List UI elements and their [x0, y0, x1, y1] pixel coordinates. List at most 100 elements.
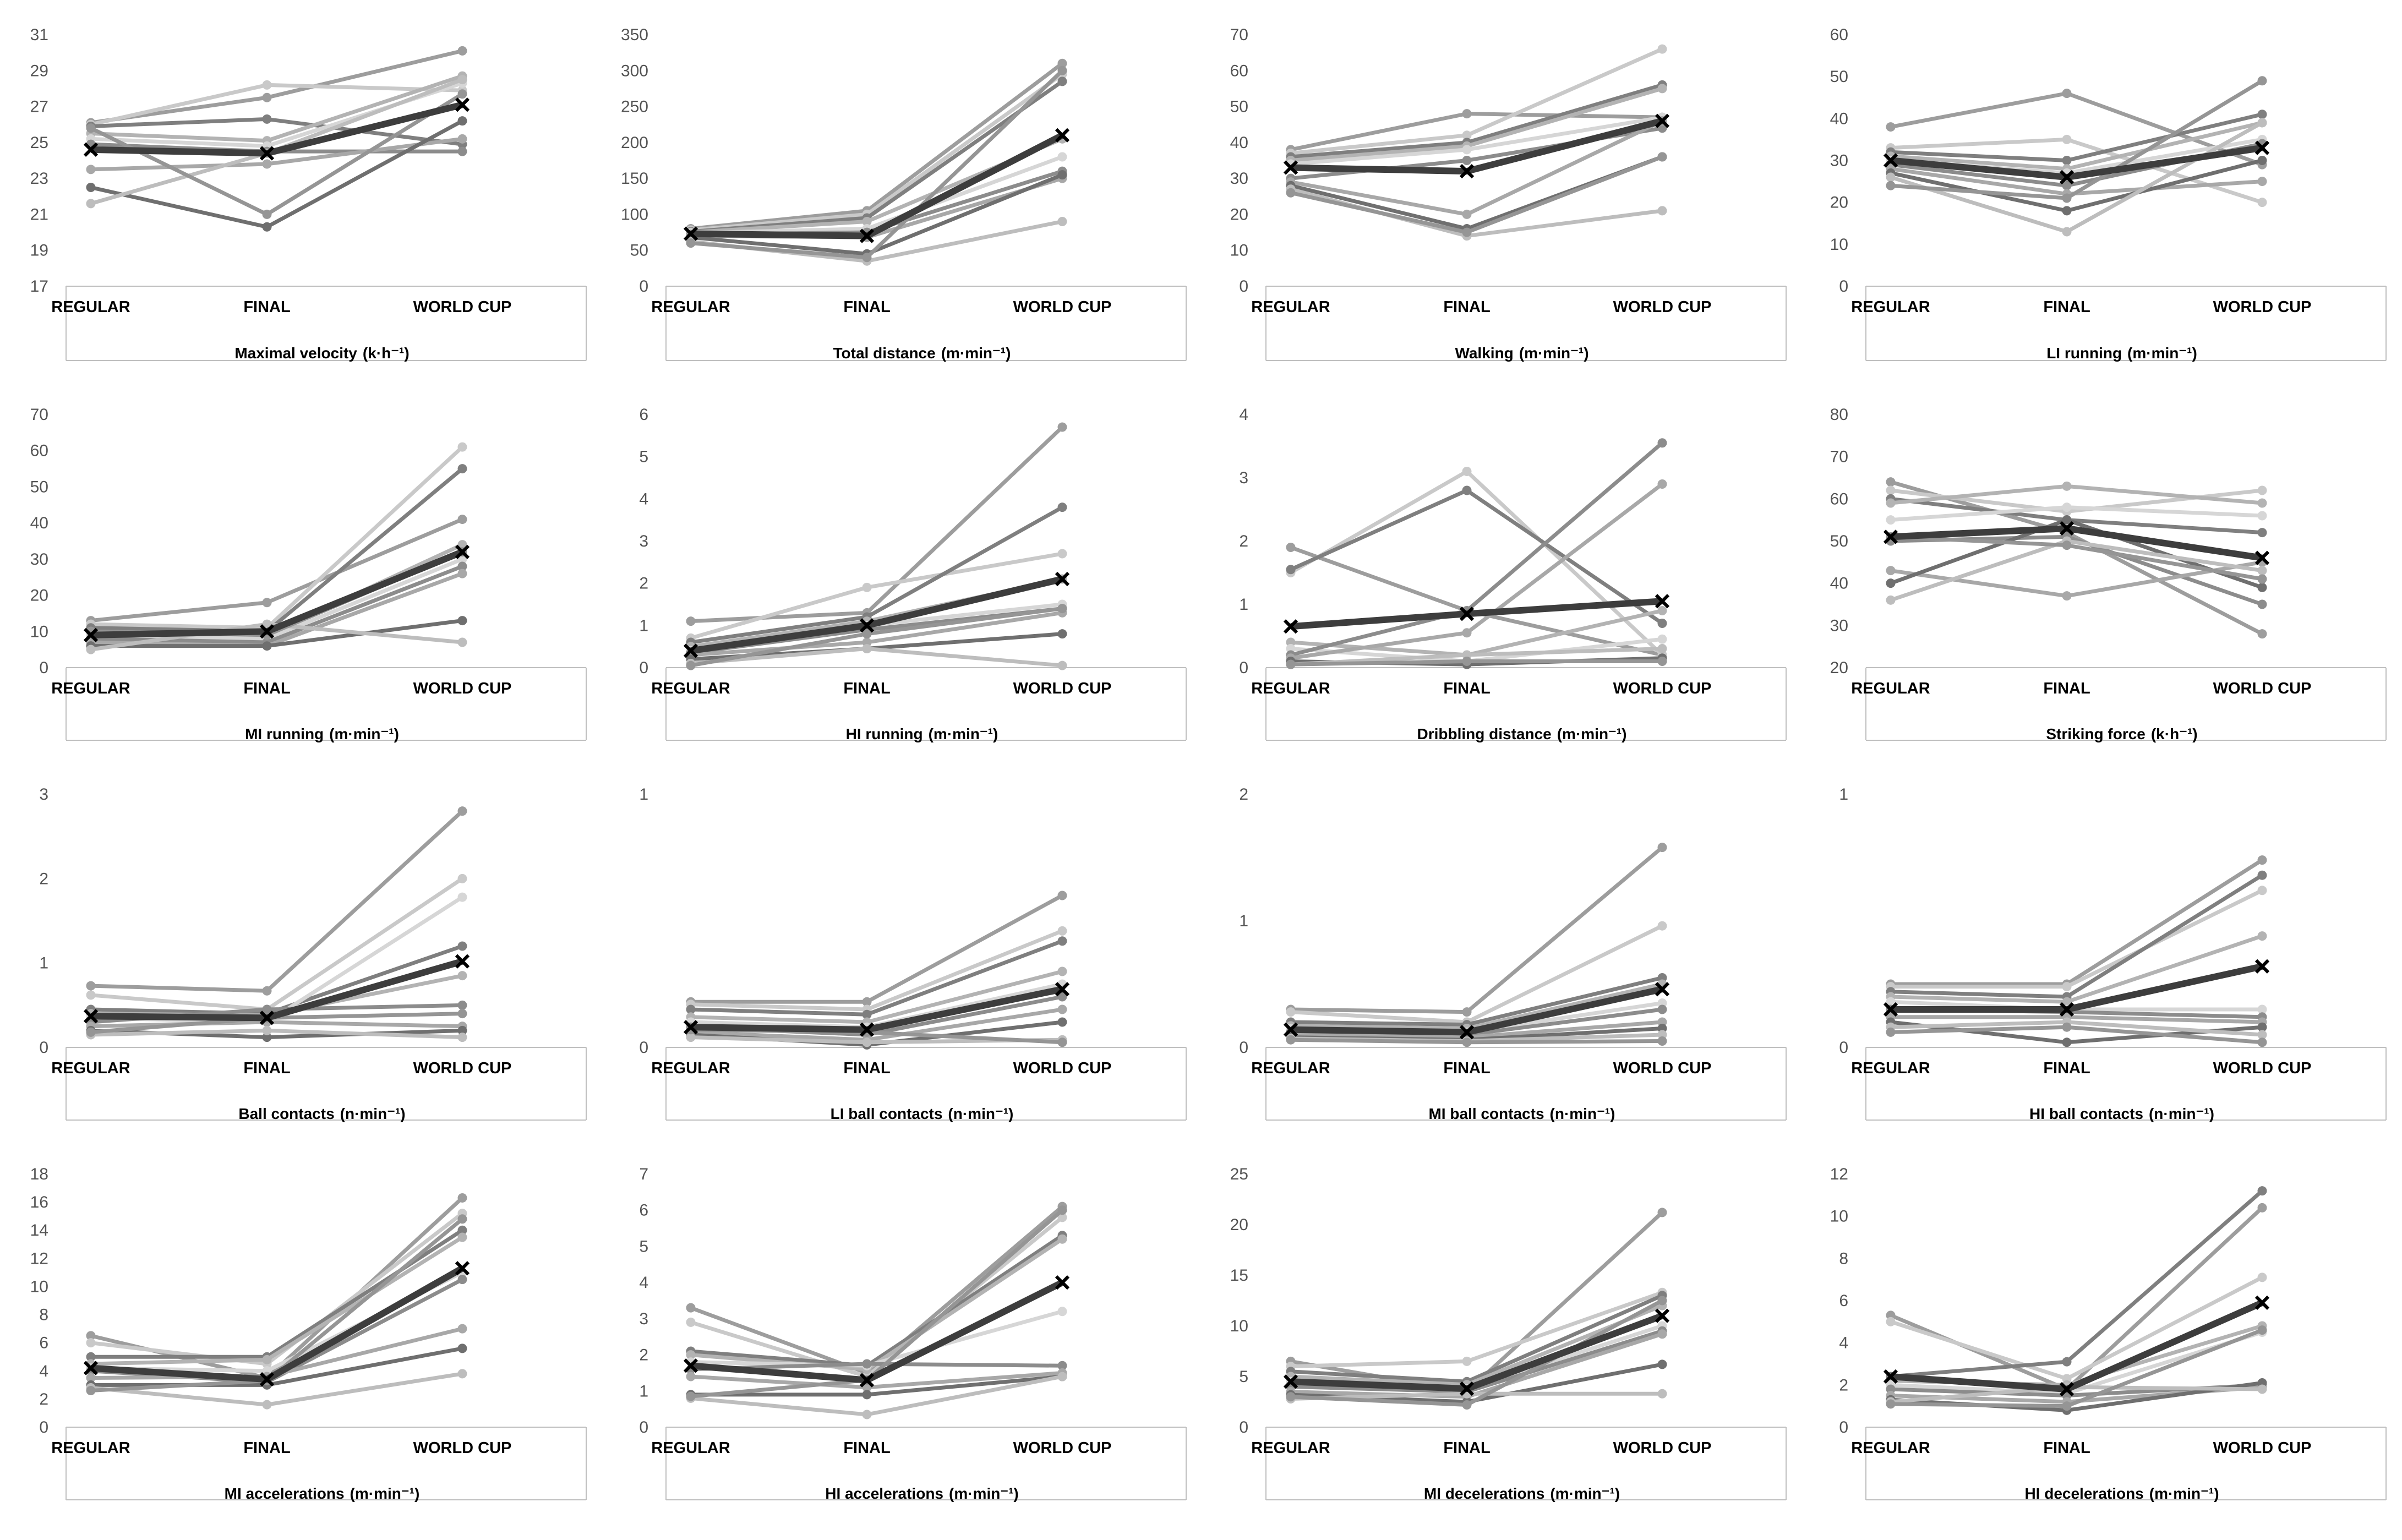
- y-tick-label: 31: [30, 26, 48, 44]
- data-point-mean: [1459, 1025, 1475, 1040]
- data-point-p2: [1462, 130, 1472, 140]
- chart-title: HI ball contacts (n·min⁻¹): [1863, 1105, 2381, 1123]
- series-line-mean: [690, 132, 1064, 239]
- chart-svg-li-running: 0 10 20 30 40 50 60 REGULAR FINAL WORLD CUP: [1830, 26, 2387, 361]
- chart-title: HI running (m·min⁻¹): [663, 725, 1181, 743]
- data-point-p2: [2257, 485, 2267, 495]
- y-tick-label: 60: [1830, 26, 1848, 44]
- data-point-p9: [262, 1025, 272, 1035]
- data-point-p4: [2062, 997, 2072, 1007]
- chart-svg-striking-force: 20 30 40 50 60 70 80 REGULAR FINAL WORLD CUP: [1830, 406, 2387, 741]
- data-point-p2: [2257, 198, 2267, 207]
- chart-panel-hi-running: 0 1 2 3 4 5 6 REGULAR FINAL WORLD CUP HI running (m…: [603, 383, 1203, 762]
- data-point-p2: [1462, 1356, 1472, 1366]
- data-point-p1: [686, 1303, 696, 1313]
- y-tick-label: 200: [621, 134, 648, 152]
- data-point-mean: [859, 1373, 875, 1388]
- x-category-label: REGULAR: [1251, 1060, 1330, 1077]
- data-point-mean: [1459, 607, 1475, 621]
- x-category-label: REGULAR: [51, 298, 130, 316]
- chart-title: MI accelerations (m·min⁻¹): [63, 1484, 581, 1503]
- chart-svg-hi-accelerations: 0 1 2 3 4 5 6 7 REGULAR FINAL WORLD CUP: [639, 1165, 1187, 1500]
- chart-title-unit: (m·min⁻¹): [1519, 345, 1589, 362]
- mean-marker-stroke: [859, 618, 875, 633]
- y-tick-label: 1: [639, 785, 648, 804]
- chart-title-text: Dribbling distance: [1417, 725, 1552, 742]
- data-point-p10: [86, 123, 96, 133]
- chart-svg-mi-decelerations: 0 5 10 15 20 25 REGULAR FINAL WORLD CUP: [1230, 1165, 1787, 1500]
- x-category-label: FINAL: [2043, 1060, 2090, 1077]
- data-point-mean: [83, 627, 99, 642]
- data-point-p5: [457, 554, 467, 564]
- data-point-p10: [2257, 1325, 2267, 1335]
- chart-panel-total-distance: 0 50 100 150 200 250 300 350 REGULAR FINAL WORLD C…: [603, 3, 1203, 383]
- data-point-p6: [1657, 123, 1667, 133]
- mean-marker-stroke: [1055, 571, 1070, 587]
- data-point-mean: [2254, 959, 2270, 974]
- data-point-p7: [1057, 1004, 1067, 1014]
- data-point-p8: [262, 1033, 272, 1042]
- chart-title-unit: (n·min⁻¹): [340, 1105, 406, 1122]
- x-category-label: WORLD CUP: [1013, 1439, 1112, 1457]
- data-point-p1: [862, 997, 872, 1007]
- chart-panel-li-running: 0 10 20 30 40 50 60 REGULAR FINAL WORLD CUP LI run…: [1803, 3, 2402, 383]
- chart-title: Striking force (k·h⁻¹): [1863, 725, 2381, 743]
- y-tick-label: 1: [639, 1382, 648, 1400]
- series-line-p1: [690, 1205, 1064, 1375]
- data-point-p10: [86, 1386, 96, 1396]
- data-point-p10: [862, 629, 872, 639]
- data-point-p2: [1886, 485, 1896, 495]
- y-tick-label: 30: [30, 550, 48, 569]
- chart-title-text: Total distance: [833, 345, 936, 362]
- data-point-p10: [2257, 76, 2267, 86]
- data-point-p3: [2257, 1186, 2267, 1196]
- data-point-mean: [1655, 982, 1670, 997]
- x-category-label: REGULAR: [1851, 1060, 1930, 1077]
- data-point-p3: [2257, 870, 2267, 880]
- y-tick-label: 1: [639, 616, 648, 635]
- chart-svg-li-ball-contacts: 0 1 REGULAR FINAL WORLD CUP: [639, 785, 1187, 1121]
- data-point-p3: [862, 1009, 872, 1019]
- chart-svg-mi-running: 0 10 20 30 40 50 60 70 REGULAR FINAL WORLD CUP: [30, 406, 587, 741]
- x-category-label: WORLD CUP: [413, 298, 512, 316]
- data-point-p10: [1286, 188, 1296, 198]
- data-point-p9: [2257, 1030, 2267, 1040]
- data-point-p7: [457, 1324, 467, 1334]
- y-tick-label: 2: [1839, 1376, 1848, 1394]
- data-point-p10: [1657, 152, 1667, 162]
- data-point-p5: [2257, 511, 2267, 521]
- data-point-p10: [1886, 181, 1896, 190]
- y-tick-label: 40: [1830, 575, 1848, 593]
- data-point-p9: [1057, 216, 1067, 226]
- mean-marker-stroke: [83, 1009, 99, 1024]
- y-tick-label: 0: [1239, 1418, 1248, 1437]
- x-category-label: REGULAR: [1851, 1439, 1930, 1457]
- data-point-p6: [457, 561, 467, 571]
- data-point-p10: [2062, 1022, 2072, 1032]
- data-point-p3: [1657, 619, 1667, 628]
- chart-panel-dribbling-distance: 0 1 2 3 4 REGULAR FINAL WORLD CUP Dribbling dist…: [1203, 383, 1803, 762]
- data-point-p7: [686, 1372, 696, 1381]
- y-tick-label: 300: [621, 62, 648, 80]
- data-point-p10: [1462, 1037, 1472, 1047]
- y-tick-label: 0: [639, 1039, 648, 1057]
- data-point-p7: [1462, 209, 1472, 219]
- data-point-p3: [1057, 77, 1067, 86]
- mean-marker-stroke: [1283, 160, 1298, 175]
- data-point-p9: [86, 645, 96, 654]
- data-point-p9: [686, 1033, 696, 1042]
- series-line-p7: [1290, 482, 1664, 660]
- mean-marker-stroke: [1883, 153, 1898, 168]
- y-tick-label: 20: [1830, 194, 1848, 212]
- x-category-label: WORLD CUP: [413, 680, 512, 697]
- data-point-mean: [83, 1361, 99, 1375]
- data-point-p1: [262, 986, 272, 996]
- y-tick-label: 10: [1230, 242, 1248, 260]
- data-point-p10: [262, 209, 272, 219]
- data-point-p6: [1057, 1361, 1067, 1370]
- chart-title-unit: (n·min⁻¹): [948, 1105, 1014, 1122]
- data-point-mean: [83, 142, 99, 157]
- y-tick-label: 2: [639, 575, 648, 593]
- data-point-p10: [457, 89, 467, 99]
